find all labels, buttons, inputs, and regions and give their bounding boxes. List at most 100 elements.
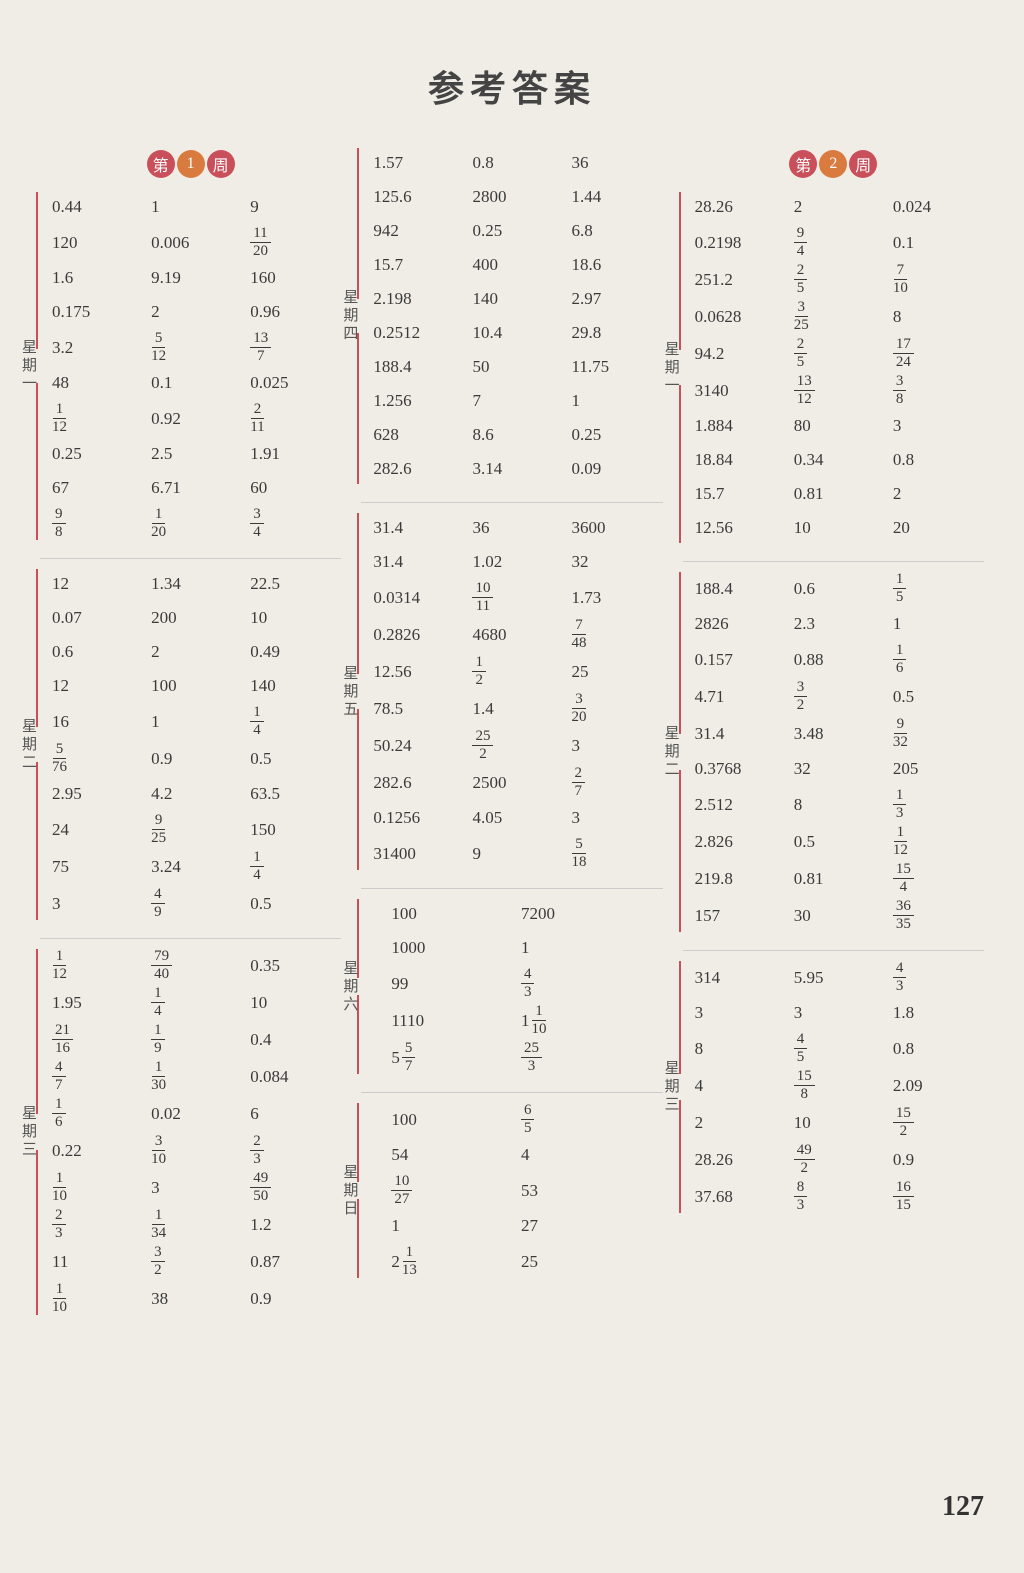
answer-cell: 0.2512 <box>373 318 464 348</box>
answer-cell: 12 <box>472 655 563 688</box>
answer-cell: 11.75 <box>572 352 663 382</box>
answer-cell: 0.9 <box>151 742 242 775</box>
answer-cell: 157 <box>695 899 786 932</box>
answer-cell: 3.48 <box>794 717 885 750</box>
answer-cell: 31.4 <box>695 717 786 750</box>
answer-cell: 1.34 <box>151 569 242 599</box>
answer-cell: 0.44 <box>52 192 143 222</box>
answer-cell: 219.8 <box>695 862 786 895</box>
answer-cell: 0.8 <box>893 445 984 475</box>
answer-cell: 925 <box>151 813 242 846</box>
answer-cell: 120 <box>151 507 242 540</box>
answer-cell: 38 <box>893 374 984 407</box>
answer-cell: 5.95 <box>794 961 885 994</box>
answer-cell: 1 <box>391 1211 513 1241</box>
answer-cell: 15.7 <box>695 479 786 509</box>
answer-cell: 110 <box>52 1171 143 1204</box>
answer-cell: 0.09 <box>572 454 663 484</box>
answer-cell: 1 <box>151 192 242 222</box>
answer-cell: 12 <box>52 569 143 599</box>
answer-cell: 6.71 <box>151 473 242 503</box>
answers-grid: 10065544102753127211325 <box>361 1103 662 1278</box>
answers-grid: 28.2620.0240.2198940.1251.2257100.062832… <box>683 192 984 543</box>
answer-cell: 25 <box>572 655 663 688</box>
answer-cell: 0.4 <box>250 1023 341 1056</box>
answer-cell: 94 <box>794 226 885 259</box>
answer-cell: 63.5 <box>250 779 341 809</box>
answer-cell: 0.084 <box>250 1060 341 1093</box>
answer-cell: 4 <box>521 1140 643 1170</box>
answer-cell: 0.34 <box>794 445 885 475</box>
day-label-fri: 星期五 <box>339 665 360 719</box>
answer-cell: 22.5 <box>250 569 341 599</box>
answer-cell: 36 <box>572 148 663 178</box>
answer-cell: 2826 <box>695 609 786 639</box>
answer-cell: 4 <box>695 1069 786 1102</box>
answer-cell: 7940 <box>151 949 242 982</box>
answer-cell: 140 <box>472 284 563 314</box>
answer-cell: 31.4 <box>373 513 464 543</box>
column-3: 第 2 周 星期一 28.2620.0240.2198940.1251.2257… <box>683 142 984 1333</box>
answer-cell: 314 <box>695 961 786 994</box>
answer-cell: 112 <box>52 949 143 982</box>
answer-cell: 14 <box>151 986 242 1019</box>
answer-cell: 32 <box>572 547 663 577</box>
answer-cell: 253 <box>521 1041 643 1074</box>
answer-cell: 1 <box>151 705 242 738</box>
answers-grid: 31.436360031.41.02320.031410111.730.2826… <box>361 513 662 870</box>
answer-cell: 23 <box>52 1208 143 1241</box>
answer-cell: 140 <box>250 671 341 701</box>
answer-cell: 25 <box>794 263 885 296</box>
answer-cell: 0.006 <box>151 226 242 259</box>
badge-num: 2 <box>819 150 847 178</box>
answer-cell: 3 <box>52 887 143 920</box>
answer-cell: 1.2 <box>250 1208 341 1241</box>
answer-cell: 47 <box>52 1060 143 1093</box>
answer-cell: 1.57 <box>373 148 464 178</box>
column-2: 星期四 1.570.836125.628001.449420.256.815.7… <box>361 142 662 1333</box>
answer-cell: 23 <box>250 1134 341 1167</box>
section-tue: 星期二 188.40.61528262.310.1570.88164.71320… <box>683 572 984 932</box>
answer-cell: 4.71 <box>695 680 786 713</box>
answer-cell: 43 <box>893 961 984 994</box>
answer-cell: 12.56 <box>695 513 786 543</box>
section-mon: 星期一 28.2620.0240.2198940.1251.2257100.06… <box>683 192 984 543</box>
section-tue: 星期二 121.3422.50.07200100.620.49121001401… <box>40 569 341 920</box>
answer-cell: 0.157 <box>695 643 786 676</box>
answer-cell: 31400 <box>373 837 464 870</box>
answer-cell: 78.5 <box>373 692 464 725</box>
answer-cell: 8 <box>794 788 885 821</box>
answer-cell: 2.826 <box>695 825 786 858</box>
answer-cell: 1.6 <box>52 263 143 293</box>
answer-cell: 48 <box>52 368 143 398</box>
answer-cell: 12.56 <box>373 655 464 688</box>
answer-cell: 60 <box>250 473 341 503</box>
answer-cell: 1.4 <box>472 692 563 725</box>
answer-cell: 2.95 <box>52 779 143 809</box>
answer-cell: 1 <box>521 933 643 963</box>
answer-cell: 10 <box>250 986 341 1019</box>
answer-cell: 3140 <box>695 374 786 407</box>
answer-cell: 2.09 <box>893 1069 984 1102</box>
answer-cell: 154 <box>893 862 984 895</box>
day-label-tue: 星期二 <box>661 725 682 779</box>
answer-cell: 2.97 <box>572 284 663 314</box>
answer-cell: 112 <box>52 402 143 435</box>
answer-cell: 14 <box>250 850 341 883</box>
answer-cell: 10 <box>794 1106 885 1139</box>
answer-cell: 0.1 <box>151 368 242 398</box>
answer-cell: 14 <box>250 705 341 738</box>
answer-cell: 2.512 <box>695 788 786 821</box>
answer-cell: 32 <box>794 754 885 784</box>
answer-cell: 6 <box>250 1097 341 1130</box>
answer-cell: 3600 <box>572 513 663 543</box>
answer-cell: 3 <box>893 411 984 441</box>
answer-cell: 200 <box>151 603 242 633</box>
answer-cell: 9.19 <box>151 263 242 293</box>
answer-cell: 38 <box>151 1282 242 1315</box>
answer-cell: 0.5 <box>250 887 341 920</box>
answer-cell: 0.02 <box>151 1097 242 1130</box>
answer-cell: 2800 <box>472 182 563 212</box>
answer-cell: 251.2 <box>695 263 786 296</box>
answer-cell: 0.96 <box>250 297 341 327</box>
